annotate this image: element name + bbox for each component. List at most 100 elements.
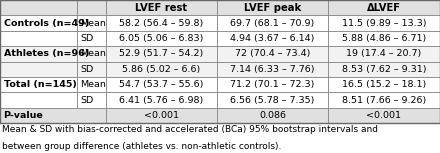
- Bar: [328, 108, 440, 123]
- Text: between group difference (athletes vs. non-athletic controls).: between group difference (athletes vs. n…: [2, 142, 282, 151]
- Text: SD: SD: [81, 34, 94, 43]
- Bar: [77, 92, 106, 108]
- Text: 5.86 (5.02 – 6.6): 5.86 (5.02 – 6.6): [122, 65, 200, 74]
- Bar: [0, 46, 77, 62]
- Text: Mean: Mean: [81, 80, 106, 89]
- Text: Mean: Mean: [81, 49, 106, 58]
- Text: Mean: Mean: [81, 19, 106, 28]
- Bar: [106, 108, 217, 123]
- Text: Controls (n=49): Controls (n=49): [4, 19, 89, 28]
- Bar: [0, 62, 77, 77]
- Text: SD: SD: [81, 96, 94, 104]
- Bar: [106, 77, 217, 92]
- Text: 19 (17.4 – 20.7): 19 (17.4 – 20.7): [346, 49, 422, 58]
- Bar: [328, 31, 440, 46]
- Text: 7.14 (6.33 – 7.76): 7.14 (6.33 – 7.76): [230, 65, 315, 74]
- Bar: [328, 15, 440, 31]
- Bar: [328, 77, 440, 92]
- Bar: [0, 0, 440, 123]
- Text: 5.88 (4.86 – 6.71): 5.88 (4.86 – 6.71): [342, 34, 426, 43]
- Text: <0.001: <0.001: [367, 111, 401, 120]
- Bar: [217, 62, 328, 77]
- Bar: [217, 15, 328, 31]
- Bar: [217, 108, 328, 123]
- Bar: [217, 77, 328, 92]
- Bar: [77, 15, 106, 31]
- Bar: [106, 0, 217, 15]
- Bar: [0, 92, 77, 108]
- Text: LVEF peak: LVEF peak: [244, 3, 301, 13]
- Bar: [217, 92, 328, 108]
- Bar: [0, 0, 77, 15]
- Text: 58.2 (56.4 – 59.8): 58.2 (56.4 – 59.8): [119, 19, 203, 28]
- Bar: [106, 108, 217, 123]
- Text: 52.9 (51.7 – 54.2): 52.9 (51.7 – 54.2): [119, 49, 203, 58]
- Bar: [77, 62, 106, 77]
- Bar: [77, 15, 106, 31]
- Text: 54.7 (53.7 – 55.6): 54.7 (53.7 – 55.6): [119, 80, 203, 89]
- Text: 8.51 (7.66 – 9.26): 8.51 (7.66 – 9.26): [342, 96, 426, 104]
- Bar: [0, 92, 77, 108]
- Bar: [106, 92, 217, 108]
- Bar: [217, 0, 328, 15]
- Bar: [0, 108, 106, 123]
- Bar: [106, 62, 217, 77]
- Text: 6.41 (5.76 – 6.98): 6.41 (5.76 – 6.98): [119, 96, 203, 104]
- Bar: [217, 0, 328, 15]
- Text: ΔLVEF: ΔLVEF: [367, 3, 401, 13]
- Text: 16.5 (15.2 – 18.1): 16.5 (15.2 – 18.1): [342, 80, 426, 89]
- Bar: [217, 31, 328, 46]
- Bar: [77, 77, 106, 92]
- Bar: [217, 46, 328, 62]
- Bar: [77, 46, 106, 62]
- Bar: [328, 46, 440, 62]
- Text: 69.7 (68.1 – 70.9): 69.7 (68.1 – 70.9): [231, 19, 315, 28]
- Text: <0.001: <0.001: [144, 111, 179, 120]
- Bar: [328, 0, 440, 15]
- Bar: [0, 108, 106, 123]
- Bar: [106, 46, 217, 62]
- Bar: [217, 62, 328, 77]
- Bar: [0, 62, 77, 77]
- Bar: [328, 92, 440, 108]
- Bar: [106, 62, 217, 77]
- Text: 11.5 (9.89 – 13.3): 11.5 (9.89 – 13.3): [341, 19, 426, 28]
- Bar: [0, 31, 77, 46]
- Bar: [328, 15, 440, 31]
- Bar: [0, 77, 77, 92]
- Text: 8.53 (7.62 – 9.31): 8.53 (7.62 – 9.31): [341, 65, 426, 74]
- Bar: [217, 92, 328, 108]
- Bar: [217, 108, 328, 123]
- Bar: [77, 46, 106, 62]
- Bar: [328, 46, 440, 62]
- Text: Total (n=145): Total (n=145): [4, 80, 77, 89]
- Bar: [328, 77, 440, 92]
- Bar: [328, 31, 440, 46]
- Bar: [77, 62, 106, 77]
- Bar: [106, 77, 217, 92]
- Bar: [0, 0, 77, 15]
- Bar: [106, 15, 217, 31]
- Bar: [106, 92, 217, 108]
- Bar: [328, 0, 440, 15]
- Bar: [328, 108, 440, 123]
- Text: 6.05 (5.06 – 6.83): 6.05 (5.06 – 6.83): [119, 34, 203, 43]
- Text: P-value: P-value: [4, 111, 43, 120]
- Text: Mean & SD with bias-corrected and accelerated (BCa) 95% bootstrap intervals and: Mean & SD with bias-corrected and accele…: [2, 125, 378, 134]
- Bar: [328, 92, 440, 108]
- Bar: [106, 0, 217, 15]
- Bar: [77, 92, 106, 108]
- Bar: [77, 77, 106, 92]
- Text: Athletes (n=96): Athletes (n=96): [4, 49, 89, 58]
- Bar: [217, 31, 328, 46]
- Bar: [77, 31, 106, 46]
- Bar: [217, 15, 328, 31]
- Bar: [106, 15, 217, 31]
- Text: 72 (70.4 – 73.4): 72 (70.4 – 73.4): [235, 49, 310, 58]
- Text: LVEF rest: LVEF rest: [135, 3, 187, 13]
- Bar: [77, 0, 106, 15]
- Bar: [0, 46, 77, 62]
- Text: 6.56 (5.78 – 7.35): 6.56 (5.78 – 7.35): [231, 96, 315, 104]
- Bar: [328, 62, 440, 77]
- Bar: [0, 31, 77, 46]
